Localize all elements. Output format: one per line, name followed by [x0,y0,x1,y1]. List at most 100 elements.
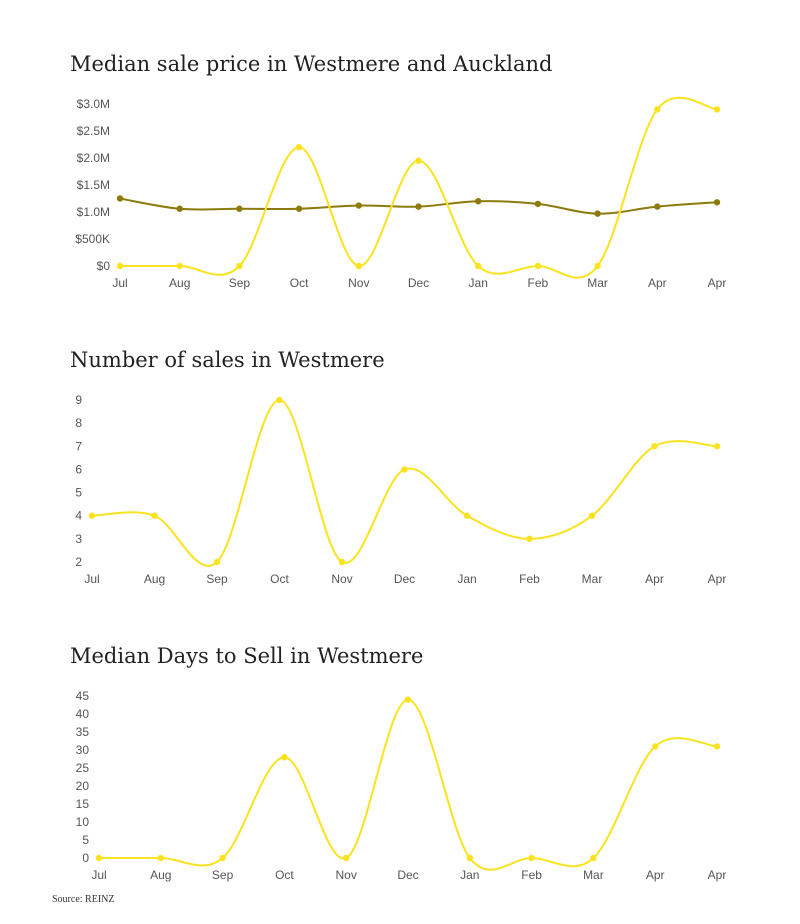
price-westmere-point[interactable] [415,157,422,164]
days-westmere-point[interactable] [281,754,288,761]
price-x-tick-label: Jul [112,276,127,290]
price-auckland-point[interactable] [236,205,243,212]
price-westmere-point[interactable] [713,106,721,113]
days-y-tick-label: 10 [76,815,90,829]
days-to-sell-chart: 0 5 10 15 20 25 30 35 40 45 Jul Aug Sep Oct Nov Dec Jan F… [76,689,727,882]
days-x-tick-label: Dec [397,868,418,882]
days-y-tick-label: 20 [76,779,90,793]
chart-title-number-of-sales: Number of sales in Westmere [70,348,385,372]
sales-x-tick-label: Oct [270,572,289,586]
price-westmere-point[interactable] [654,106,661,113]
days-x-tick-label: Apr [646,868,665,882]
sales-westmere-point[interactable] [463,512,471,519]
sales-x-tick-label: Nov [331,572,352,586]
price-x-tick-label: Feb [528,276,549,290]
price-x-tick-label: Apr [708,276,727,290]
sales-y-tick-label: 9 [75,393,82,407]
sales-y-tick-label: 4 [75,509,82,523]
price-x-tick-label: Nov [348,276,369,290]
days-x-tick-label: Jan [460,868,479,882]
days-x-tick-label: Aug [150,868,171,882]
price-auckland-point[interactable] [475,198,482,205]
days-x-tick-label: Oct [275,868,294,882]
price-y-tick-label: $500K [75,232,110,246]
price-auckland-point[interactable] [415,203,422,210]
price-y-tick-label: $0 [97,259,111,273]
sales-westmere-point[interactable] [276,396,283,404]
days-westmere-line [98,698,718,871]
price-y-tick-label: $1.5M [77,178,110,192]
days-y-tick-label: 0 [82,851,89,865]
price-auckland-point[interactable] [295,205,303,212]
price-y-tick-label: $3.0M [77,97,110,111]
sales-westmere-point[interactable] [651,443,658,450]
days-westmere-point[interactable] [343,854,350,862]
sales-y-tick-label: 5 [75,486,82,500]
sales-x-tick-label: Jan [457,572,476,586]
sales-y-tick-label: 3 [75,532,82,546]
days-y-tick-label: 15 [76,797,90,811]
days-y-tick-label: 35 [76,725,90,739]
days-westmere-point[interactable] [404,696,412,703]
price-auckland-point[interactable] [355,202,362,209]
price-auckland-point[interactable] [654,203,661,210]
sales-y-tick-label: 6 [75,462,82,476]
price-westmere-point[interactable] [176,262,183,270]
sales-x-tick-label: Sep [206,572,228,586]
sales-x-tick-label: Feb [519,572,540,586]
sales-westmere-point[interactable] [213,558,221,566]
days-y-tick-label: 40 [76,707,90,721]
sales-x-tick-label: Aug [144,572,165,586]
price-x-tick-label: Aug [169,276,190,290]
days-westmere-point[interactable] [652,743,659,750]
price-westmere-point[interactable] [295,144,303,151]
days-westmere-point[interactable] [713,743,721,750]
sales-westmere-line [91,399,718,567]
sales-x-tick-label: Jul [84,572,99,586]
price-westmere-point[interactable] [594,262,601,270]
days-y-tick-label: 25 [76,761,90,775]
sales-westmere-point[interactable] [88,512,96,519]
price-auckland-point[interactable] [713,199,721,206]
days-westmere-point[interactable] [219,854,226,862]
sales-westmere-point[interactable] [338,558,346,566]
days-x-tick-label: Sep [212,868,234,882]
sales-westmere-point[interactable] [151,512,158,519]
sales-westmere-point[interactable] [588,512,596,519]
days-y-tick-label: 45 [76,689,90,703]
chart-title-median-price: Median sale price in Westmere and Auckla… [70,52,553,76]
price-westmere-point[interactable] [534,262,542,270]
days-y-tick-label: 5 [82,833,89,847]
days-westmere-point[interactable] [95,854,103,862]
price-westmere-point[interactable] [475,262,482,270]
sales-x-tick-label: Mar [582,572,603,586]
number-of-sales-chart: 2 3 4 5 6 7 8 9 Jul Aug Sep Oct Nov Dec Jan Feb Mar Apr Ap… [75,393,727,586]
sales-y-tick-label: 7 [75,439,82,453]
days-x-tick-label: Nov [336,868,357,882]
price-y-tick-label: $2.0M [77,151,110,165]
sales-westmere-point[interactable] [526,535,533,543]
price-westmere-point[interactable] [355,262,362,270]
price-auckland-point[interactable] [176,205,183,212]
price-y-tick-label: $2.5M [77,124,110,138]
days-x-tick-label: Feb [521,868,542,882]
days-westmere-point[interactable] [157,854,164,862]
price-auckland-point[interactable] [534,200,542,208]
price-auckland-point[interactable] [594,210,601,217]
price-x-tick-label: Oct [290,276,309,290]
days-westmere-point[interactable] [466,854,473,862]
sales-x-tick-label: Apr [708,572,727,586]
days-westmere-point[interactable] [528,854,535,862]
price-x-tick-label: Mar [587,276,608,290]
sales-westmere-point[interactable] [713,443,721,450]
price-westmere-point[interactable] [116,262,124,270]
price-x-tick-label: Apr [648,276,667,290]
sales-y-tick-label: 8 [75,416,82,430]
days-x-tick-label: Mar [583,868,604,882]
days-x-tick-label: Jul [91,868,106,882]
days-westmere-point[interactable] [590,854,597,862]
price-auckland-point[interactable] [116,195,124,202]
sales-westmere-point[interactable] [401,466,408,473]
price-westmere-point[interactable] [236,262,243,270]
sales-x-tick-label: Apr [645,572,664,586]
